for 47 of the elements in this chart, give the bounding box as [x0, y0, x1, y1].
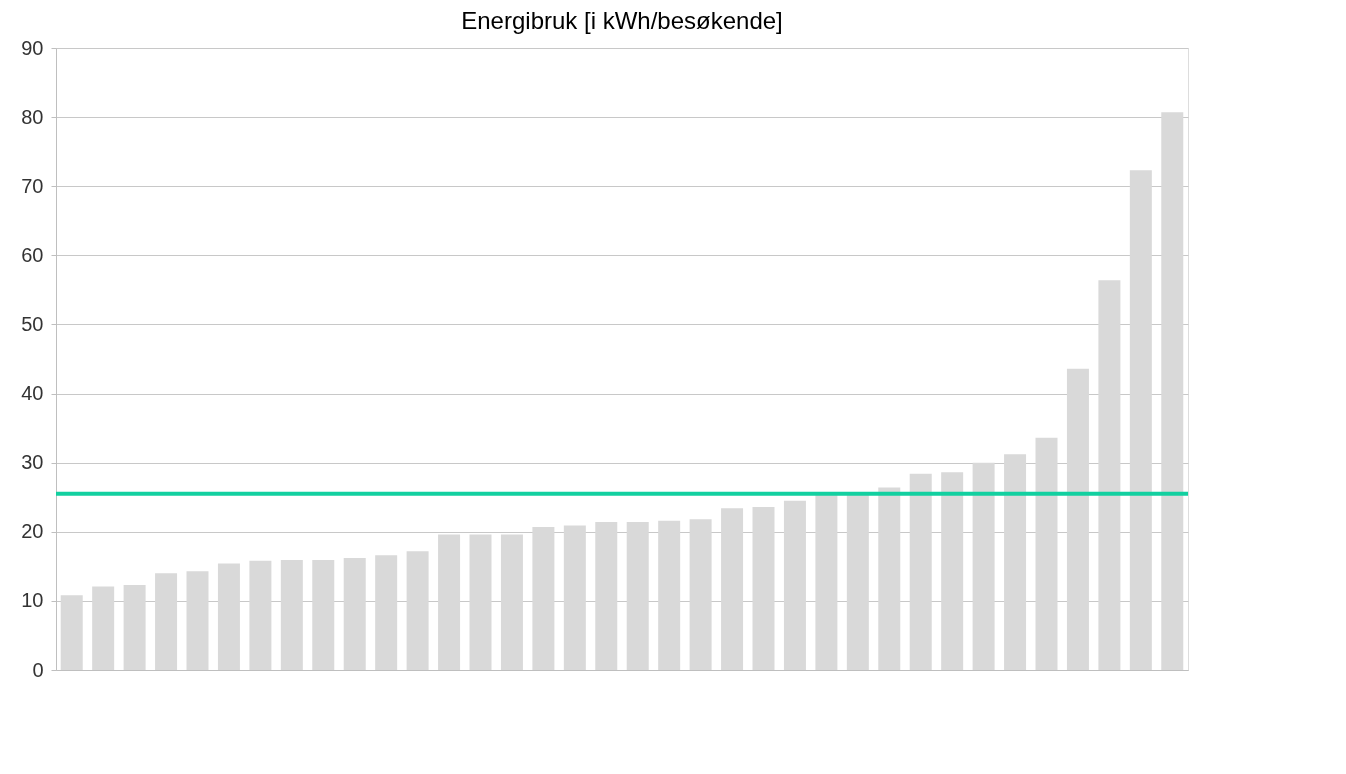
y-tick-label: 60	[21, 243, 44, 266]
y-tick-label: 70	[21, 174, 44, 197]
bar	[563, 525, 586, 670]
bar	[595, 522, 618, 670]
bar	[217, 563, 240, 670]
bar	[658, 520, 681, 670]
bar	[689, 519, 712, 670]
y-tick-label: 20	[21, 520, 44, 543]
bar	[1098, 280, 1121, 670]
y-tick-label: 50	[21, 312, 44, 335]
bar	[438, 534, 461, 670]
bar	[500, 534, 523, 670]
bar	[92, 586, 115, 670]
y-tick-label: 10	[21, 589, 44, 612]
y-tick-label: 90	[21, 36, 44, 59]
bar	[1129, 170, 1152, 670]
bar	[186, 571, 209, 670]
bar	[626, 522, 649, 670]
bar	[1035, 437, 1058, 670]
y-tick-label: 80	[21, 105, 44, 128]
bar	[155, 573, 178, 670]
bar	[783, 500, 806, 670]
y-tick-label: 30	[21, 451, 44, 474]
bar	[878, 487, 901, 670]
y-tick-label: 0	[32, 658, 44, 681]
bar	[343, 558, 366, 670]
bar	[406, 551, 429, 670]
bar	[909, 473, 932, 670]
bar	[469, 534, 492, 670]
bar	[312, 560, 335, 670]
bar	[815, 493, 838, 670]
bar	[941, 472, 964, 670]
bar	[1066, 368, 1089, 670]
bar	[721, 508, 744, 670]
bar	[123, 584, 146, 670]
bar	[1004, 454, 1027, 670]
bar	[249, 560, 272, 670]
bar	[60, 595, 83, 670]
bar	[846, 493, 869, 670]
chart-title: Energibruk [i kWh/besøkende]	[461, 7, 783, 34]
bar	[532, 526, 555, 670]
bar	[1161, 112, 1184, 670]
y-tick-label: 40	[21, 382, 44, 405]
bar	[752, 506, 775, 670]
bar	[972, 462, 995, 670]
bar	[280, 560, 303, 670]
bar	[375, 555, 398, 670]
